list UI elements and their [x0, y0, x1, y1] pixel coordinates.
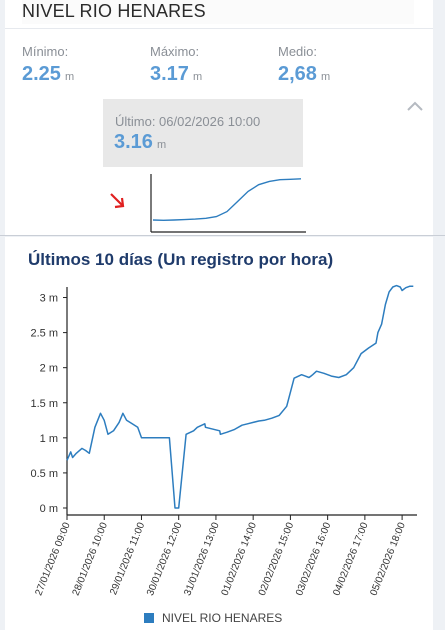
- stat-avg-label: Medio:: [278, 44, 318, 59]
- mini-series-line: [152, 178, 302, 222]
- y-tick-label: 3 m: [40, 293, 58, 305]
- stat-min: Mínimo: 2.25 m: [22, 44, 74, 86]
- x-tick-label: 28/01/2026 10:00: [71, 521, 111, 597]
- legend-label: NIVEL RIO HENARES: [162, 611, 283, 625]
- series-line-nivel-rio-henares: [66, 284, 414, 509]
- stat-max-label: Máximo:: [150, 44, 200, 59]
- legend-swatch: [144, 613, 154, 623]
- mini-sparkline: [150, 174, 306, 233]
- chart-title: Últimos 10 días (Un registro por hora): [28, 250, 334, 269]
- stat-avg-value: 2,68 m: [278, 63, 331, 85]
- divider: [5, 28, 433, 29]
- y-tick-label: 2.5 m: [30, 328, 58, 340]
- stat-max-value: 3.17 m: [150, 63, 203, 85]
- y-tick-label: 0.5 m: [30, 468, 58, 480]
- x-tick-label: 29/01/2026 11:00: [108, 521, 147, 597]
- x-tick-label: 01/02/2026 14:00: [220, 521, 260, 597]
- y-tick-label: 2 m: [40, 363, 58, 375]
- line-chart: 0 m 0.5 m 1 m 1.5 m 2 m 2.5 m 3 m 27/01/2026 09…: [30, 284, 417, 597]
- y-tick-label: 1.5 m: [30, 398, 58, 410]
- last-reading-box: Último: 06/02/2026 10:00 3.16 m: [103, 99, 303, 167]
- x-tick-label: 31/01/2026 13:00: [182, 521, 222, 597]
- history-chart-card: Últimos 10 días (Un registro por hora) 0…: [5, 237, 433, 630]
- arrow-down-right-icon: [107, 190, 129, 212]
- chart-legend[interactable]: NIVEL RIO HENARES: [144, 611, 282, 625]
- page-title: NIVEL RIO HENARES: [22, 0, 414, 24]
- x-tick-label: 04/02/2026 17:00: [331, 521, 371, 597]
- stat-min-value: 2.25 m: [22, 63, 75, 85]
- x-tick-label: 02/02/2026 15:00: [257, 521, 297, 597]
- river-summary-card: NIVEL RIO HENARES Mínimo: 2.25 m Máximo: …: [5, 0, 433, 236]
- y-tick-label: 1 m: [40, 433, 58, 445]
- divider: [0, 235, 445, 236]
- x-tick-label: 30/01/2026 12:00: [145, 521, 185, 597]
- last-reading-value: 3.16 m: [114, 131, 167, 153]
- x-tick-label: 05/02/2026 18:00: [369, 521, 409, 597]
- last-reading-label: Último: 06/02/2026 10:00: [115, 114, 261, 129]
- stat-max: Máximo: 3.17 m: [150, 44, 202, 86]
- stat-avg: Medio: 2,68 m: [278, 44, 330, 86]
- x-tick-label: 27/01/2026 09:00: [33, 521, 73, 597]
- chevron-up-icon[interactable]: [403, 96, 427, 118]
- stat-min-label: Mínimo:: [22, 44, 69, 59]
- x-tick-label: 03/02/2026 16:00: [294, 521, 334, 597]
- y-tick-label: 0 m: [40, 503, 58, 515]
